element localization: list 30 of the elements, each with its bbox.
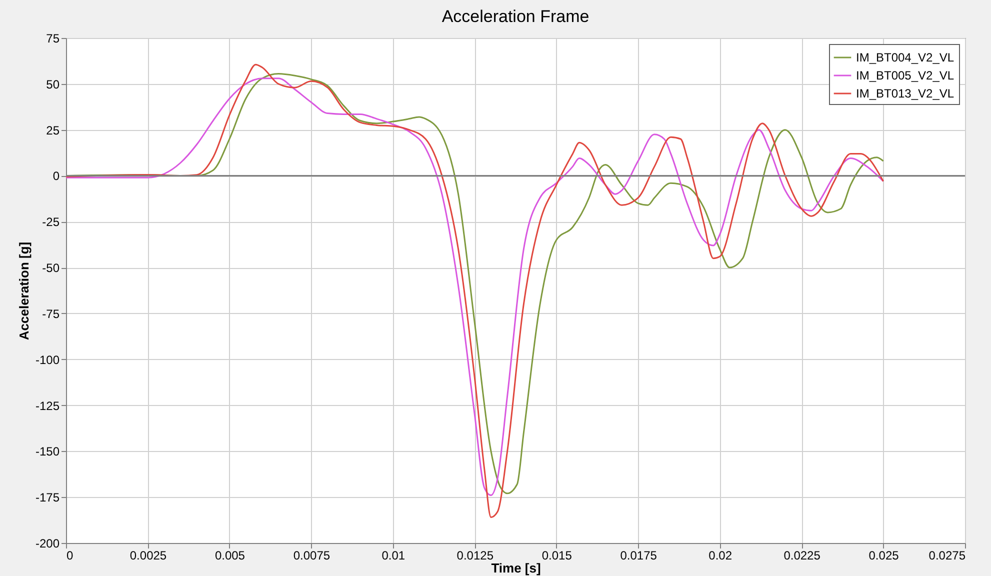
- x-tick-label: 0.02: [708, 548, 732, 562]
- y-tick-label: -100: [35, 352, 60, 367]
- x-tick-label: 0.025: [868, 548, 900, 562]
- x-tick-label: 0.0025: [130, 548, 167, 562]
- chart-title: Acceleration Frame: [442, 7, 590, 26]
- y-axis-title: Acceleration [g]: [16, 242, 32, 340]
- y-tick-label: -75: [42, 306, 60, 321]
- x-tick-label: 0.0175: [620, 548, 658, 562]
- legend-label: IM_BT004_V2_VL: [856, 50, 954, 64]
- y-tick-label: -25: [42, 215, 60, 230]
- y-tick-label: 50: [46, 77, 60, 92]
- legend-label: IM_BT005_V2_VL: [856, 68, 954, 82]
- y-tick-label: 0: [52, 169, 60, 184]
- x-tick-label: 0.0225: [784, 548, 821, 562]
- x-tick-label: 0.005: [214, 548, 246, 562]
- x-tick-label: 0.0075: [293, 548, 330, 562]
- y-tick-label: -50: [42, 261, 60, 276]
- y-tick-label: 25: [46, 123, 60, 138]
- legend-label: IM_BT013_V2_VL: [856, 86, 954, 100]
- x-tick-label: 0.01: [382, 548, 406, 562]
- y-tick-label: 75: [46, 32, 60, 46]
- x-tick-label: 0.015: [542, 548, 572, 562]
- x-tick-label: 0.0125: [456, 548, 494, 562]
- x-tick-label: 0: [66, 548, 74, 562]
- y-tick-label: -175: [35, 490, 60, 505]
- y-tick-label: -125: [35, 398, 60, 413]
- y-tick-label: -150: [35, 444, 60, 459]
- x-tick-label: 0.0275: [928, 548, 966, 562]
- y-tick-label: -200: [35, 536, 60, 550]
- x-axis-title: Time [s]: [491, 560, 541, 576]
